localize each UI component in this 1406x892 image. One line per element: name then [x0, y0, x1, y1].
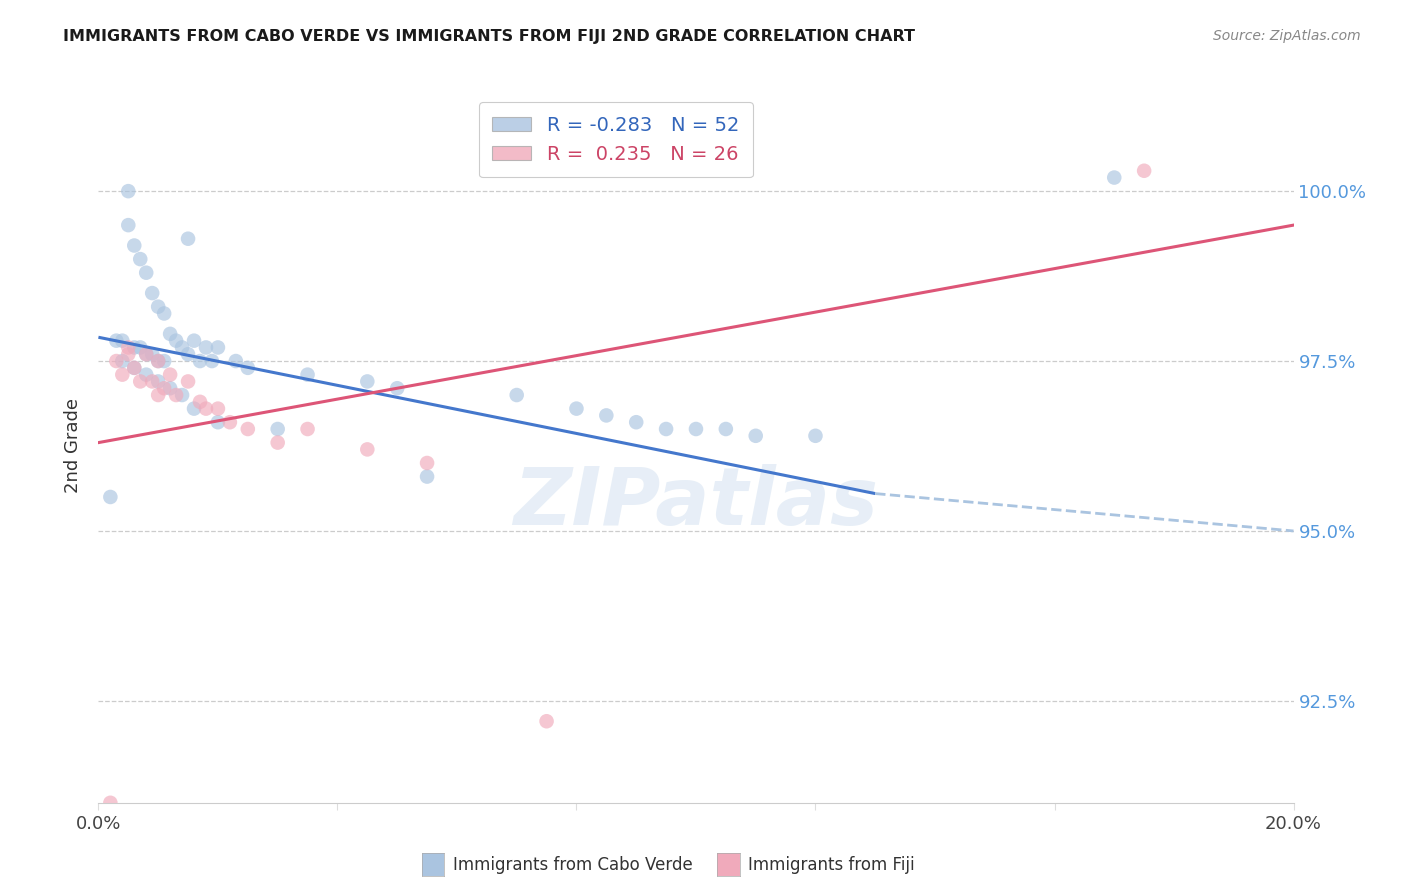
Point: [183, 334, 205, 348]
Point: [148, 354, 170, 368]
Point: [117, 218, 139, 232]
Point: [172, 388, 194, 402]
Point: [148, 388, 170, 402]
Point: [201, 354, 224, 368]
Point: [98, 490, 122, 504]
Point: [195, 401, 218, 416]
Point: [141, 347, 163, 361]
Point: [356, 442, 378, 457]
Point: [297, 422, 319, 436]
Point: [595, 409, 617, 423]
Point: [804, 429, 827, 443]
Point: [267, 422, 290, 436]
Point: [207, 415, 229, 429]
Point: [124, 341, 146, 355]
Point: [159, 381, 181, 395]
Point: [153, 354, 176, 368]
Point: [356, 375, 378, 389]
Point: [219, 415, 242, 429]
Point: [111, 354, 134, 368]
Point: [195, 341, 218, 355]
Point: [745, 429, 768, 443]
Point: [172, 341, 194, 355]
Point: [655, 422, 678, 436]
Point: [685, 422, 707, 436]
Point: [135, 347, 157, 361]
Point: [129, 252, 152, 266]
Point: [124, 238, 146, 252]
Text: Immigrants from Cabo Verde: Immigrants from Cabo Verde: [453, 856, 693, 874]
Point: [565, 401, 588, 416]
Point: [141, 375, 163, 389]
Point: [124, 360, 146, 375]
Point: [207, 401, 229, 416]
Point: [188, 394, 211, 409]
Point: [236, 360, 259, 375]
Y-axis label: 2nd Grade: 2nd Grade: [65, 399, 83, 493]
Point: [111, 334, 134, 348]
Text: Immigrants from Fiji: Immigrants from Fiji: [748, 856, 915, 874]
Point: [105, 334, 128, 348]
Point: [1133, 163, 1156, 178]
Point: [117, 184, 139, 198]
Point: [129, 375, 152, 389]
Point: [506, 388, 529, 402]
Point: [124, 360, 146, 375]
Point: [385, 381, 409, 395]
Text: IMMIGRANTS FROM CABO VERDE VS IMMIGRANTS FROM FIJI 2ND GRADE CORRELATION CHART: IMMIGRANTS FROM CABO VERDE VS IMMIGRANTS…: [63, 29, 915, 44]
Point: [177, 232, 200, 246]
Point: [165, 334, 187, 348]
Point: [536, 714, 558, 729]
Point: [141, 286, 163, 301]
Point: [159, 326, 181, 341]
Point: [626, 415, 648, 429]
Text: Source: ZipAtlas.com: Source: ZipAtlas.com: [1213, 29, 1361, 43]
Point: [117, 347, 139, 361]
Text: ZIPatlas: ZIPatlas: [513, 464, 879, 542]
Point: [111, 368, 134, 382]
Point: [714, 422, 737, 436]
Point: [1104, 170, 1126, 185]
Point: [177, 375, 200, 389]
Point: [177, 347, 200, 361]
Point: [416, 469, 439, 483]
Point: [225, 354, 247, 368]
Point: [135, 266, 157, 280]
Point: [159, 368, 181, 382]
Point: [135, 347, 157, 361]
Point: [105, 354, 128, 368]
Point: [148, 375, 170, 389]
Point: [297, 368, 319, 382]
Point: [135, 368, 157, 382]
Point: [117, 341, 139, 355]
Point: [188, 354, 211, 368]
Point: [98, 796, 122, 810]
Point: [153, 306, 176, 320]
Legend: R = -0.283   N = 52, R =  0.235   N = 26: R = -0.283 N = 52, R = 0.235 N = 26: [478, 103, 752, 178]
Point: [129, 341, 152, 355]
Point: [165, 388, 187, 402]
Point: [148, 354, 170, 368]
Point: [153, 381, 176, 395]
Point: [207, 341, 229, 355]
Point: [148, 300, 170, 314]
Point: [267, 435, 290, 450]
Point: [416, 456, 439, 470]
Point: [183, 401, 205, 416]
Point: [236, 422, 259, 436]
